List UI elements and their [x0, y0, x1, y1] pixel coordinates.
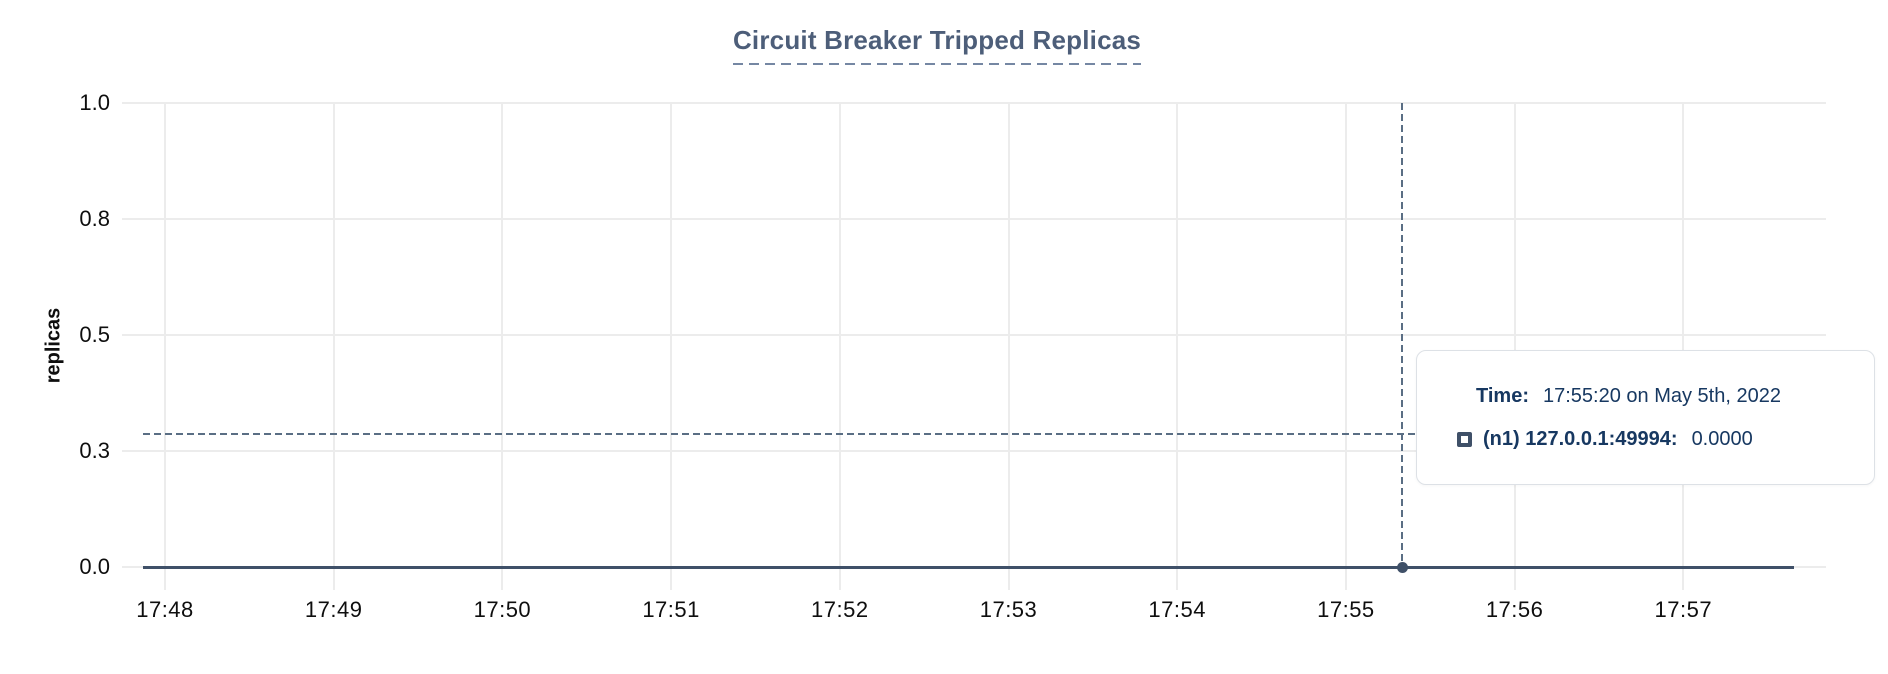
h-gridline [122, 334, 1826, 336]
y-tick-label: 1.0 [79, 90, 110, 115]
tooltip-time-value: 17:55:20 on May 5th, 2022 [1542, 385, 1781, 407]
x-tick-label: 17:49 [304, 597, 363, 622]
tooltip-time-row: Time: 17:55:20 on May 5th, 2022 [1476, 383, 1858, 409]
x-tick-label: 17:54 [1148, 597, 1206, 622]
series-legend-square-icon [1457, 431, 1472, 447]
x-tick-label: 17:50 [473, 597, 532, 622]
x-tick-label: 17:51 [642, 597, 700, 622]
v-gridline [164, 103, 166, 590]
v-gridline [838, 103, 841, 590]
tooltip-series-row: (n1) 127.0.0.1:49994: 0.0000 [1457, 426, 1858, 452]
tooltip-series-label: (n1) 127.0.0.1:49994: [1483, 428, 1678, 450]
crosshair-horizontal-line [143, 432, 1417, 435]
x-tick-label: 17:48 [136, 597, 194, 622]
tooltip-series-value: 0.0000 [1691, 428, 1753, 450]
v-gridline [501, 103, 504, 590]
tooltip-time-label: Time: [1476, 385, 1529, 407]
hovered-point-dot [1396, 562, 1408, 573]
v-gridline [1344, 103, 1347, 590]
x-tick-label: 17:55 [1317, 597, 1375, 622]
v-gridline [332, 103, 335, 590]
chart-tooltip: Time: 17:55:20 on May 5th, 2022 (n1) 127… [1416, 350, 1875, 485]
chart-title-wrap: Circuit Breaker Tripped Replicas [0, 25, 1874, 65]
h-gridline [122, 218, 1826, 220]
v-gridline [670, 103, 673, 590]
h-gridline [122, 102, 1826, 104]
x-tick-label: 17:56 [1485, 597, 1544, 622]
x-tick-label: 17:52 [811, 597, 869, 622]
x-tick-label: 17:53 [979, 597, 1038, 622]
x-tick-label: 17:57 [1654, 597, 1713, 622]
series-line [143, 566, 1794, 569]
v-gridline [1176, 103, 1179, 590]
y-tick-label: 0.5 [79, 322, 110, 347]
v-gridline [1682, 103, 1685, 590]
y-tick-label: 0.0 [79, 554, 110, 579]
y-tick-label: 0.8 [79, 206, 110, 231]
h-gridline [122, 450, 1826, 452]
crosshair-vertical-line [1401, 103, 1404, 567]
chart-title: Circuit Breaker Tripped Replicas [732, 25, 1142, 65]
y-tick-label: 0.3 [79, 438, 110, 463]
v-gridline [1513, 103, 1516, 590]
v-gridline [1007, 103, 1010, 590]
